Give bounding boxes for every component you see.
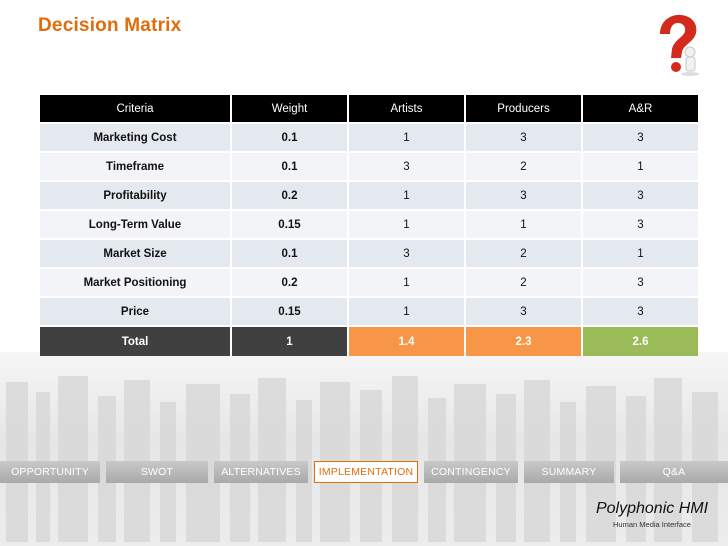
score-cell: 1	[583, 240, 698, 267]
score-cell: 3	[583, 211, 698, 238]
nav-item-opportunity[interactable]: OPPORTUNITY	[0, 461, 100, 483]
score-cell: 3	[466, 182, 581, 209]
nav-item-alternatives[interactable]: ALTERNATIVES	[214, 461, 308, 483]
slide-title: Decision Matrix	[38, 15, 182, 36]
table-row: Long-Term Value 0.15 1 1 3	[40, 211, 698, 238]
question-mark-figure-icon	[660, 14, 699, 76]
nav-item-summary[interactable]: SUMMARY	[524, 461, 614, 483]
decision-matrix-table: Criteria Weight Artists Producers A&R Ma…	[38, 93, 700, 358]
criteria-cell: Market Positioning	[40, 269, 230, 296]
weight-cell: 0.1	[232, 240, 347, 267]
criteria-cell: Long-Term Value	[40, 211, 230, 238]
criteria-cell: Price	[40, 298, 230, 325]
score-cell: 3	[466, 298, 581, 325]
section-nav: OPPORTUNITY SWOT ALTERNATIVES IMPLEMENTA…	[0, 461, 728, 483]
column-header: A&R	[583, 95, 698, 122]
total-anr-cell: 2.6	[583, 327, 698, 356]
score-cell: 1	[583, 153, 698, 180]
total-artists-cell: 1.4	[349, 327, 464, 356]
total-producers-cell: 2.3	[466, 327, 581, 356]
score-cell: 1	[349, 182, 464, 209]
score-cell: 3	[349, 153, 464, 180]
table-row: Price 0.15 1 3 3	[40, 298, 698, 325]
total-weight-cell: 1	[232, 327, 347, 356]
score-cell: 1	[349, 298, 464, 325]
weight-cell: 0.1	[232, 153, 347, 180]
weight-cell: 0.15	[232, 298, 347, 325]
score-cell: 3	[583, 269, 698, 296]
weight-cell: 0.15	[232, 211, 347, 238]
brand-logo: Polyphonic HMI Human Media Interface	[582, 500, 722, 529]
score-cell: 3	[583, 124, 698, 151]
table-row: Timeframe 0.1 3 2 1	[40, 153, 698, 180]
score-cell: 3	[583, 298, 698, 325]
table-row: Marketing Cost 0.1 1 3 3	[40, 124, 698, 151]
score-cell: 2	[466, 153, 581, 180]
column-header: Weight	[232, 95, 347, 122]
weight-cell: 0.2	[232, 269, 347, 296]
column-header: Criteria	[40, 95, 230, 122]
brand-name: Polyphonic HMI	[595, 500, 709, 517]
score-cell: 3	[349, 240, 464, 267]
score-cell: 2	[466, 240, 581, 267]
table-header-row: Criteria Weight Artists Producers A&R	[40, 95, 698, 122]
column-header: Artists	[349, 95, 464, 122]
criteria-cell: Profitability	[40, 182, 230, 209]
criteria-cell: Marketing Cost	[40, 124, 230, 151]
table-row: Market Positioning 0.2 1 2 3	[40, 269, 698, 296]
nav-item-contingency[interactable]: CONTINGENCY	[424, 461, 518, 483]
table-row: Market Size 0.1 3 2 1	[40, 240, 698, 267]
weight-cell: 0.1	[232, 124, 347, 151]
score-cell: 3	[583, 182, 698, 209]
score-cell: 1	[349, 211, 464, 238]
score-cell: 1	[466, 211, 581, 238]
nav-item-qa[interactable]: Q&A	[620, 461, 728, 483]
score-cell: 3	[466, 124, 581, 151]
score-cell: 1	[349, 124, 464, 151]
weight-cell: 0.2	[232, 182, 347, 209]
nav-item-implementation[interactable]: IMPLEMENTATION	[314, 461, 418, 483]
score-cell: 1	[349, 269, 464, 296]
criteria-cell: Timeframe	[40, 153, 230, 180]
score-cell: 2	[466, 269, 581, 296]
total-row: Total 1 1.4 2.3 2.6	[40, 327, 698, 356]
nav-item-swot[interactable]: SWOT	[106, 461, 208, 483]
total-label-cell: Total	[40, 327, 230, 356]
table-row: Profitability 0.2 1 3 3	[40, 182, 698, 209]
criteria-cell: Market Size	[40, 240, 230, 267]
brand-tagline: Human Media Interface	[613, 520, 691, 529]
column-header: Producers	[466, 95, 581, 122]
